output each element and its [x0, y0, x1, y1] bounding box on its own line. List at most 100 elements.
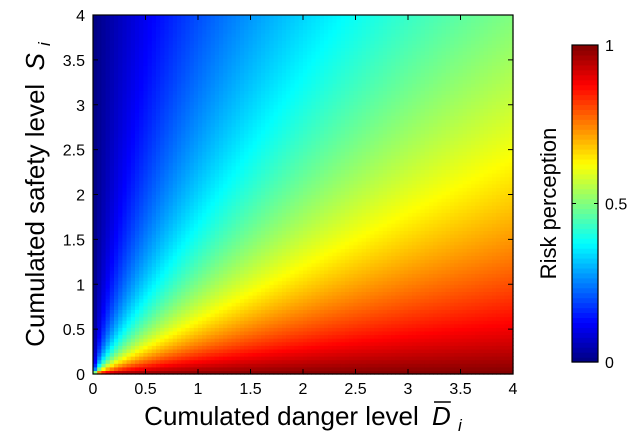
heatmap-cell: [240, 65, 245, 70]
heatmap-cell: [151, 165, 157, 170]
heatmap-cell: [252, 330, 258, 336]
heatmap-cell: [101, 137, 107, 142]
heatmap-cell: [235, 40, 241, 45]
heatmap-cell: [256, 68, 262, 74]
heatmap-cell: [118, 90, 123, 95]
heatmap-cell: [193, 126, 199, 131]
heatmap-cell: [156, 79, 161, 84]
heatmap-cell: [223, 223, 228, 228]
heatmap-cell: [185, 137, 191, 142]
heatmap-cell: [139, 334, 144, 339]
heatmap-cell: [101, 115, 107, 120]
heatmap-cell: [256, 248, 262, 253]
heatmap-cell: [172, 90, 178, 95]
heatmap-cell: [252, 320, 258, 325]
heatmap-cell: [114, 36, 119, 41]
heatmap-cell: [109, 129, 115, 135]
heatmap-cell: [177, 223, 182, 228]
heatmap-cell: [244, 341, 249, 346]
heatmap-cell: [126, 216, 132, 221]
heatmap-cell: [164, 79, 170, 84]
heatmap-cell: [227, 97, 233, 102]
heatmap-cell: [210, 190, 216, 196]
heatmap-cell: [231, 277, 237, 282]
heatmap-cell: [290, 230, 296, 235]
heatmap-cell: [122, 273, 128, 278]
heatmap-cell: [105, 140, 111, 145]
heatmap-cell: [198, 43, 203, 48]
heatmap-cell: [164, 187, 170, 192]
heatmap-cell: [240, 126, 245, 131]
heatmap-cell: [244, 162, 249, 167]
heatmap-cell: [109, 348, 115, 354]
heatmap-cell: [114, 302, 119, 307]
heatmap-cell: [235, 341, 241, 346]
heatmap-cell: [114, 320, 119, 325]
heatmap-cell: [235, 176, 241, 181]
heatmap-cell: [177, 312, 182, 318]
heatmap-cell: [248, 129, 254, 135]
heatmap-cell: [256, 266, 262, 271]
heatmap-cell: [97, 216, 102, 221]
heatmap-cell: [294, 226, 300, 231]
heatmap-cell: [290, 309, 296, 314]
heatmap-cell: [240, 111, 245, 117]
heatmap-cell: [139, 151, 144, 156]
heatmap-cell: [189, 151, 195, 156]
heatmap-cell: [139, 101, 144, 106]
heatmap-cell: [143, 190, 149, 196]
heatmap-cell: [240, 298, 245, 303]
heatmap-cell: [185, 233, 191, 239]
heatmap-cell: [235, 198, 241, 203]
heatmap-cell: [210, 298, 216, 303]
heatmap-cell: [290, 115, 296, 120]
heatmap-cell: [227, 165, 233, 170]
heatmap-cell: [105, 83, 111, 88]
heatmap-cell: [114, 251, 119, 257]
heatmap-cell: [256, 348, 262, 354]
heatmap-cell: [235, 312, 241, 318]
heatmap-cell: [181, 93, 186, 99]
heatmap-cell: [269, 54, 275, 59]
heatmap-cell: [252, 144, 258, 149]
heatmap-cell: [244, 68, 249, 74]
heatmap-cell: [198, 255, 203, 260]
heatmap-cell: [210, 345, 216, 350]
heatmap-cell: [219, 363, 224, 368]
heatmap-cell: [252, 68, 258, 74]
heatmap-cell: [160, 356, 165, 361]
heatmap-cell: [273, 295, 279, 300]
heatmap-cell: [298, 61, 304, 66]
heatmap-cell: [181, 76, 186, 81]
heatmap-cell: [172, 287, 178, 293]
heatmap-cell: [109, 233, 115, 239]
heatmap-cell: [240, 230, 245, 235]
heatmap-cell: [177, 137, 182, 142]
heatmap-cell: [252, 241, 258, 246]
heatmap-cell: [282, 165, 287, 170]
heatmap-cell: [160, 366, 165, 372]
heatmap-cell: [210, 47, 216, 52]
heatmap-cell: [147, 302, 153, 307]
heatmap-cell: [227, 122, 233, 127]
heatmap-cell: [97, 172, 102, 178]
heatmap-cell: [235, 205, 241, 210]
heatmap-cell: [227, 101, 233, 106]
heatmap-cell: [164, 158, 170, 163]
heatmap-cell: [286, 334, 291, 339]
heatmap-cell: [168, 208, 174, 214]
heatmap-cell: [193, 86, 199, 91]
heatmap-cell: [122, 320, 128, 325]
heatmap-cell: [206, 101, 212, 106]
heatmap-cell: [135, 356, 140, 361]
heatmap-cell: [202, 101, 207, 106]
heatmap-cell: [261, 58, 266, 63]
heatmap-cell: [269, 126, 275, 131]
heatmap-cell: [223, 233, 228, 239]
heatmap-cell: [252, 50, 258, 56]
heatmap-cell: [202, 93, 207, 99]
heatmap-cell: [269, 216, 275, 221]
heatmap-cell: [93, 22, 98, 27]
heatmap-cell: [206, 216, 212, 221]
heatmap-cell: [177, 18, 182, 23]
